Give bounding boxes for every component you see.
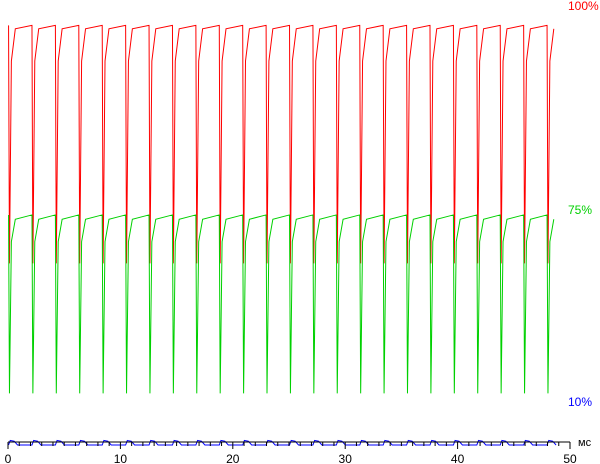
series-layer bbox=[8, 24, 557, 446]
x-axis-ticks bbox=[7, 442, 571, 449]
x-tick-label: 30 bbox=[339, 452, 353, 464]
x-tick-label: 0 bbox=[5, 452, 12, 464]
series-label-2: 10% bbox=[568, 395, 592, 409]
x-tick-label: 50 bbox=[563, 452, 577, 464]
series-labels: 100% 75% 10% bbox=[568, 0, 599, 409]
x-tick-label: 10 bbox=[114, 452, 128, 464]
x-tick-label: 20 bbox=[226, 452, 240, 464]
series-label-0: 100% bbox=[568, 0, 599, 13]
x-axis-tick-labels: 0 10 20 30 40 50 bbox=[5, 452, 577, 464]
x-tick-label: 40 bbox=[451, 452, 465, 464]
x-axis-unit-label: мс bbox=[578, 437, 592, 449]
series-line-2 bbox=[8, 439, 557, 446]
series-line-0 bbox=[8, 24, 555, 264]
series-label-1: 75% bbox=[568, 203, 592, 217]
series-line-1 bbox=[8, 214, 555, 394]
